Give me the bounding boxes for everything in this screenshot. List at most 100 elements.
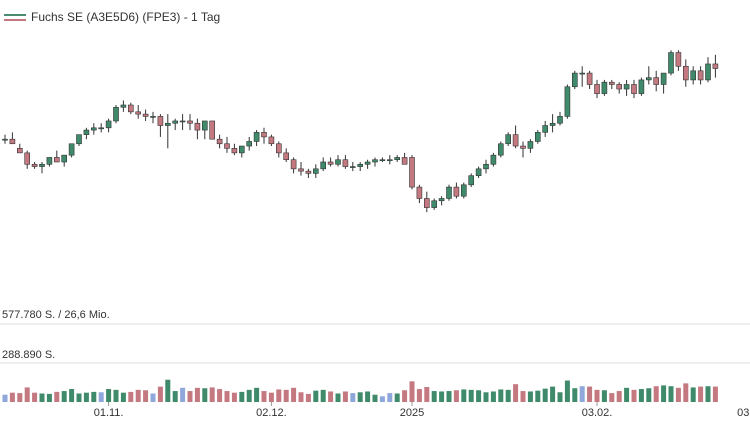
- volume-bar: [91, 391, 97, 402]
- volume-bar: [579, 386, 585, 402]
- volume-mid-label: 288.890 S.: [2, 349, 56, 361]
- candle-body: [76, 134, 82, 145]
- volume-bar: [520, 391, 526, 402]
- volume-bar: [83, 392, 89, 402]
- candle-body: [342, 159, 349, 167]
- candle-body: [202, 120, 208, 131]
- candle-body: [416, 186, 423, 199]
- candle-body: [586, 72, 593, 85]
- candle-body: [571, 72, 578, 88]
- volume-bar: [668, 386, 674, 402]
- volume-bar: [231, 392, 237, 402]
- candle-body: [675, 52, 682, 67]
- candle-body: [261, 132, 267, 138]
- volume-bar: [609, 393, 615, 402]
- candle-body: [386, 159, 393, 162]
- candle-body: [490, 154, 497, 165]
- volume-bar: [587, 386, 593, 402]
- candle-body: [520, 145, 526, 149]
- candle-body: [283, 152, 290, 161]
- volume-bar: [217, 389, 223, 402]
- volume-bar: [550, 386, 556, 402]
- volume-bar: [32, 392, 38, 402]
- candle-body: [534, 132, 541, 142]
- candle-body: [2, 138, 8, 141]
- candle-body: [98, 127, 104, 130]
- volume-bar: [342, 391, 348, 402]
- candle-body: [61, 154, 68, 163]
- volume-bar: [379, 396, 385, 402]
- volume-bar: [624, 387, 630, 402]
- volume-bar: [54, 391, 60, 402]
- candle-body: [497, 143, 504, 156]
- candle-body: [105, 120, 112, 129]
- candle-body: [557, 116, 563, 124]
- candle-body: [135, 111, 141, 115]
- candle-body: [24, 152, 31, 165]
- volume-bar: [424, 387, 430, 402]
- candle-body: [505, 134, 512, 145]
- volume-bar: [291, 387, 297, 402]
- candle-body: [379, 159, 386, 162]
- candle-body: [268, 136, 275, 145]
- volume-bar: [2, 394, 8, 402]
- x-tick-label: 2025: [400, 407, 424, 419]
- volume-bar: [476, 390, 482, 402]
- candle-body: [697, 70, 704, 81]
- candle-body: [690, 70, 697, 81]
- candle-body: [320, 161, 327, 170]
- volume-bar: [106, 389, 112, 402]
- volume-bar: [416, 389, 422, 402]
- volume-bar: [143, 390, 149, 402]
- candle-body: [483, 163, 489, 170]
- volume-bar: [387, 393, 393, 402]
- volume-bar: [498, 389, 504, 402]
- volume-bar: [572, 388, 578, 402]
- volume-bar: [202, 388, 208, 402]
- volume-bar: [165, 379, 171, 402]
- candle-body: [209, 120, 215, 140]
- volume-bar: [661, 385, 667, 402]
- candle-body: [564, 86, 571, 117]
- volume-bar: [224, 391, 230, 402]
- volume-bar: [180, 387, 186, 402]
- x-tick-label: 03.02.: [582, 407, 613, 419]
- volume-bar: [527, 391, 533, 402]
- candle-body: [157, 116, 164, 126]
- volume-bar: [542, 388, 548, 402]
- volume-bar: [239, 391, 245, 402]
- volume-bar: [209, 387, 215, 402]
- volume-bar: [76, 393, 82, 402]
- candle-body: [608, 81, 615, 85]
- candle-body: [431, 200, 438, 208]
- volume-bar: [453, 390, 459, 402]
- candle-body: [527, 141, 534, 149]
- volume-bar: [431, 391, 437, 402]
- volume-bar: [468, 389, 474, 402]
- volume-bar: [653, 386, 659, 402]
- candle-body: [601, 81, 608, 94]
- volume-bar: [705, 386, 711, 402]
- volume-bar: [601, 390, 607, 402]
- candle-body: [46, 157, 53, 165]
- x-tick-label: 02.12.: [256, 407, 287, 419]
- candle-body: [298, 168, 304, 172]
- candle-body: [623, 84, 630, 90]
- volume-bar: [490, 391, 496, 402]
- volume-bar: [320, 389, 326, 402]
- volume-bar: [483, 392, 489, 402]
- candle-body: [712, 63, 719, 69]
- candle-body: [187, 120, 193, 124]
- candle-body: [409, 157, 415, 188]
- candle-body: [542, 125, 549, 133]
- volume-bar: [409, 381, 415, 402]
- candle-body: [91, 127, 97, 131]
- x-tick-label: 01.11.: [94, 407, 124, 419]
- volume-bar: [683, 383, 689, 402]
- candle-body: [231, 148, 238, 154]
- volume-bar: [24, 387, 30, 402]
- candle-body: [327, 161, 334, 165]
- candle-body: [120, 104, 127, 108]
- volume-bar: [675, 387, 681, 402]
